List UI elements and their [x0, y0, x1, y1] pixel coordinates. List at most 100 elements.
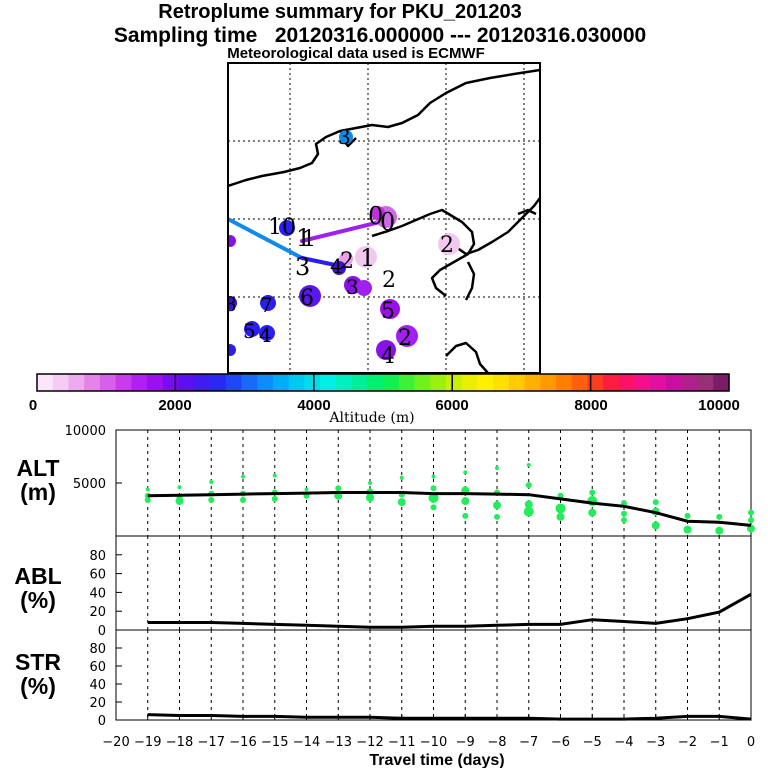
- alt-scatter-point: [399, 475, 404, 480]
- traj-label: 2: [340, 249, 354, 274]
- alt-scatter-point: [495, 466, 499, 471]
- x-tick-label: −20: [102, 735, 129, 750]
- abl-line: [147, 592, 752, 629]
- traj-label: 2: [398, 326, 412, 351]
- x-tick-label: −5: [583, 735, 602, 750]
- marker-2-east: [438, 233, 460, 255]
- colorbar-cell: [194, 374, 211, 391]
- str-line: [147, 713, 752, 721]
- colorbar-cell: [99, 374, 117, 391]
- colorbar: 0 2000 4000 6000 8000 10000 Altitude (m): [29, 373, 740, 426]
- abl-ytick-label: 20: [89, 605, 106, 620]
- alt-scatter-point: [748, 509, 754, 516]
- colorbar-cell: [162, 374, 180, 391]
- colorbar-cell: [571, 374, 589, 391]
- alt-scatter-point: [684, 512, 691, 519]
- traj-label: 5: [381, 299, 395, 324]
- abl-ytick-label: 40: [89, 586, 106, 601]
- colorbar-cell: [540, 374, 557, 391]
- str-ytick-label: 40: [89, 678, 106, 693]
- colorbar-label: 2000: [158, 397, 191, 414]
- colorbar-cell: [524, 374, 541, 391]
- x-tick-label: −2: [678, 735, 697, 750]
- x-tick-label: −14: [293, 735, 320, 750]
- marker-2s: [396, 325, 418, 347]
- alt-scatter-point: [175, 497, 184, 506]
- colorbar-cell: [84, 374, 101, 391]
- x-tick-label: −7: [519, 735, 538, 750]
- alt-scatter-point: [589, 489, 596, 496]
- alt-scatter-point: [208, 496, 215, 503]
- marker-9: [228, 235, 236, 247]
- alt-scatter-point: [272, 473, 277, 478]
- colorbar-cell: [461, 374, 478, 391]
- colorbar-cell: [697, 374, 714, 391]
- alt-scatter-point: [177, 485, 182, 490]
- colorbar-cell: [650, 374, 667, 391]
- alt-scatter-point: [524, 500, 533, 509]
- colorbar-cell: [367, 374, 384, 391]
- colorbar-cell: [304, 374, 321, 391]
- colorbar-cell: [115, 374, 132, 391]
- map-panel: 0 0 1 1 1 2 2 2 2 3 3 3 4 4 4 5 5 6 7 8: [227, 62, 541, 374]
- marker-x: [228, 344, 236, 356]
- abl-ylabel: ABL: [14, 563, 61, 589]
- colorbar-cell: [210, 374, 227, 391]
- alt-scatter-point: [683, 525, 692, 534]
- colorbar-cell: [634, 374, 651, 391]
- x-tick-label: −10: [420, 735, 447, 750]
- alt-scatter-point: [651, 521, 660, 530]
- traj-label: 0: [380, 208, 395, 236]
- marker-4s: [376, 340, 396, 360]
- alt-scatter-point: [209, 479, 214, 484]
- x-tick-label: −9: [456, 735, 475, 750]
- alt-scatter-point: [145, 487, 150, 492]
- alt-scatter-point: [621, 517, 627, 524]
- colorbar-cell: [257, 374, 274, 391]
- traj-label: 2: [440, 233, 454, 258]
- colorbar-cell: [68, 374, 85, 391]
- alt-ytick-label: 5000: [73, 477, 106, 492]
- alt-scatter-point: [525, 482, 532, 489]
- marker-5w: [244, 321, 260, 337]
- colorbar-cell: [681, 374, 699, 391]
- colorbar-cell: [556, 374, 573, 391]
- traj-label: 3: [346, 275, 359, 299]
- traj-label: 3: [338, 125, 351, 149]
- colorbar-cell: [37, 374, 54, 391]
- marker-1: [355, 246, 377, 268]
- sampling-time: Sampling time 20120316.000000 --- 201203…: [113, 24, 647, 47]
- colorbar-label: 6000: [435, 397, 468, 414]
- traj-label: 0: [368, 202, 383, 230]
- x-tick-label: −11: [388, 735, 415, 750]
- x-tick-label: −13: [325, 735, 352, 750]
- traj-label: 1: [296, 224, 311, 252]
- meteo-source: Meteorological data used is ECMWF: [227, 45, 485, 62]
- colorbar-cell: [430, 374, 447, 391]
- colorbar-cell: [225, 374, 243, 391]
- abl-ytick-label: 80: [89, 549, 106, 564]
- colorbar-cell: [383, 374, 400, 391]
- marker-6: [299, 285, 321, 307]
- abl-ytick-label: 0: [98, 624, 106, 639]
- traj-label: 1: [360, 244, 375, 272]
- alt-scatter-point: [431, 474, 436, 479]
- traj-label: 3: [295, 253, 310, 281]
- x-tick-label: −18: [166, 735, 193, 750]
- alt-scatter-point: [588, 508, 597, 517]
- colorbar-cell: [587, 374, 604, 391]
- x-tick-label: −12: [356, 735, 383, 750]
- alt-ylabel: (m): [20, 479, 56, 505]
- alt-ytick-label: 10000: [65, 424, 106, 439]
- marker-3a: [332, 261, 346, 275]
- colorbar-cell: [445, 374, 463, 391]
- traj-label: 4: [259, 323, 272, 347]
- x-tick-label: −8: [487, 735, 506, 750]
- str-ytick-label: 0: [98, 714, 106, 729]
- colorbar-cell: [398, 374, 416, 391]
- x-axis-label: Travel time (days): [369, 752, 504, 768]
- alt-scatter-point: [430, 485, 437, 492]
- str-ylabel: (%): [20, 673, 56, 699]
- colorbar-cell: [178, 374, 195, 391]
- alt-scatter-point: [523, 506, 534, 517]
